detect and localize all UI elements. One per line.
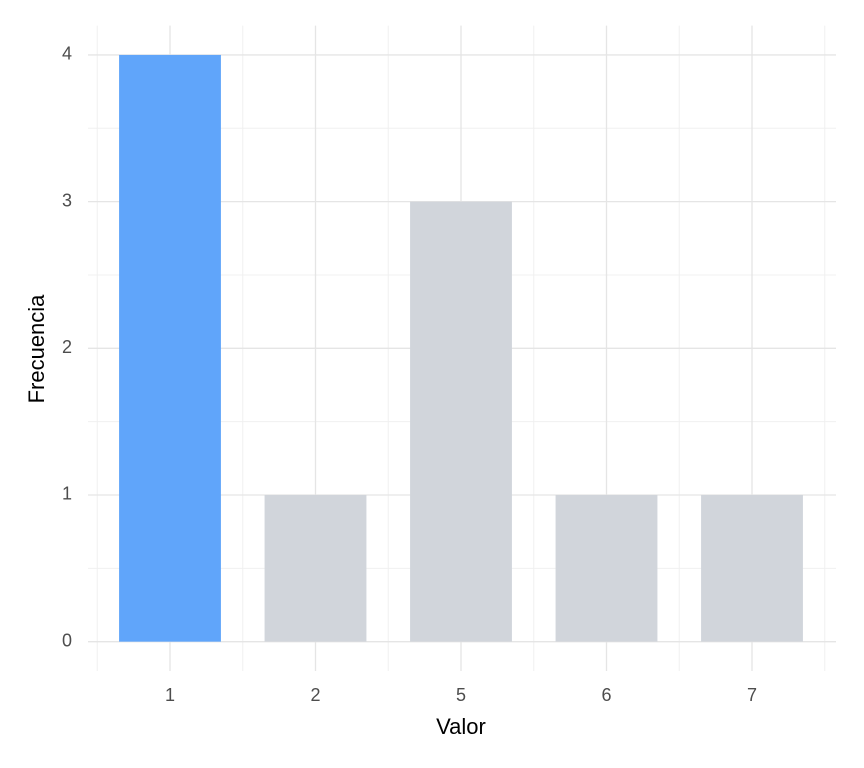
bar [701, 494, 803, 642]
y-tick-label: 4 [62, 44, 72, 64]
y-tick-label: 2 [62, 337, 72, 357]
bar [410, 201, 512, 642]
x-tick-label: 1 [165, 685, 175, 705]
x-axis-title: Valor [436, 714, 486, 739]
bar [119, 54, 221, 642]
x-tick-label: 6 [601, 685, 611, 705]
x-tick-label: 7 [747, 685, 757, 705]
x-tick-label: 5 [456, 685, 466, 705]
y-tick-label: 0 [62, 630, 72, 650]
y-tick-label: 3 [62, 190, 72, 210]
x-tick-label: 2 [310, 685, 320, 705]
bar [264, 494, 367, 642]
y-axis-title: Frecuencia [24, 294, 49, 404]
bar [555, 494, 658, 642]
y-tick-label: 1 [62, 484, 72, 504]
